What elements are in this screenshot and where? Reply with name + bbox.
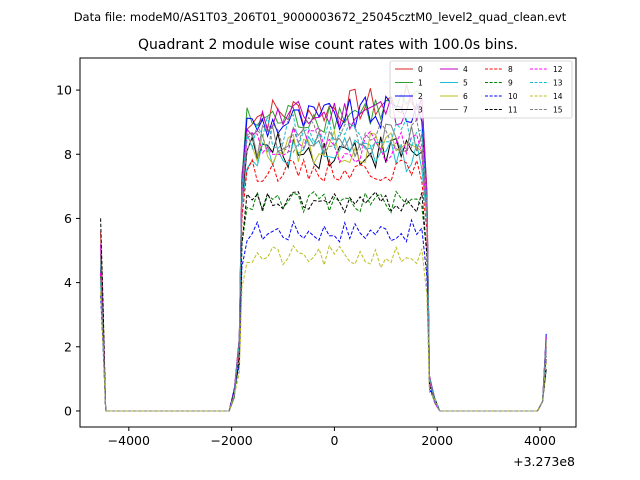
chart-title: Quadrant 2 module wise count rates with … [138, 37, 518, 53]
legend-label-6: 6 [463, 92, 468, 101]
legend-label-7: 7 [463, 105, 468, 114]
plot-frame [79, 57, 577, 428]
data-file-header: Data file: modeM0/AS1T03_206T01_90000036… [74, 10, 567, 24]
legend-label-9: 9 [508, 78, 513, 87]
legend-label-5: 5 [463, 78, 468, 87]
legend-frame [389, 60, 573, 119]
legend-label-0: 0 [418, 65, 423, 74]
y-tick-label: 6 [64, 211, 72, 226]
y-tick-label: 4 [64, 275, 72, 290]
x-tick-label: −4000 [108, 433, 150, 448]
x-tick-label: 2000 [421, 433, 453, 448]
x-tick-label: 4000 [524, 433, 556, 448]
series-layer [100, 83, 547, 412]
legend-label-3: 3 [418, 105, 423, 114]
x-tick-label: −2000 [210, 433, 252, 448]
legend-label-15: 15 [553, 105, 563, 114]
legend-label-11: 11 [508, 105, 518, 114]
series-line-14 [100, 244, 547, 412]
legend-label-4: 4 [463, 65, 468, 74]
y-tick-label: 8 [64, 147, 72, 162]
x-offset-label: +3.273e8 [513, 454, 575, 469]
x-tick-label: 0 [330, 433, 338, 448]
legend-label-2: 2 [418, 92, 423, 101]
legend-label-14: 14 [553, 92, 563, 101]
legend-label-13: 13 [553, 78, 563, 87]
legend-label-8: 8 [508, 65, 513, 74]
series-line-15 [100, 116, 547, 412]
legend-label-10: 10 [508, 92, 518, 101]
axis-layer: −4000 −2000 0 2000 4000 0 2 4 6 8 10 [56, 83, 556, 448]
legend-label-12: 12 [553, 65, 563, 74]
legend-label-1: 1 [418, 78, 423, 87]
y-tick-label: 10 [56, 83, 72, 98]
y-tick-label: 2 [64, 339, 72, 354]
y-tick-label: 0 [64, 403, 72, 418]
